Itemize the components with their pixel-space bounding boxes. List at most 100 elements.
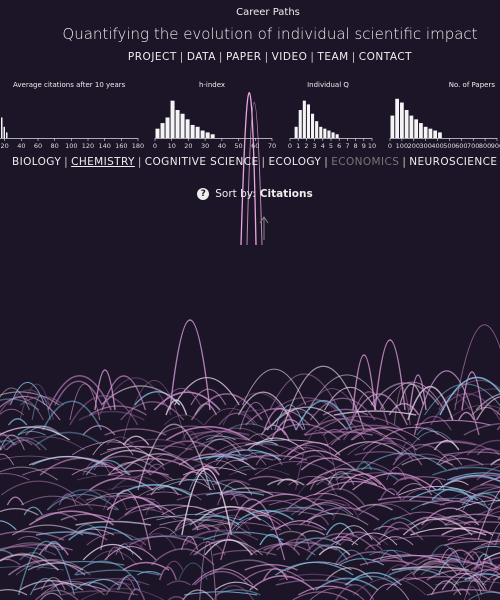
histogram-label: h-index — [199, 81, 225, 89]
arc — [477, 506, 500, 516]
arc — [27, 562, 84, 571]
discipline-nav: BIOLOGY | CHEMISTRY | COGNITIVE SCIENCE | ECOL… — [12, 156, 500, 168]
arc — [447, 531, 500, 541]
sort-value[interactable]: Citations — [259, 188, 313, 200]
nav-link[interactable]: CONTACT — [358, 51, 413, 63]
arc — [181, 468, 233, 536]
arc — [116, 576, 136, 591]
nav-link[interactable]: VIDEO — [271, 51, 308, 63]
arc — [352, 577, 427, 596]
histogram-bar — [327, 130, 331, 138]
arc — [198, 506, 261, 521]
arc — [193, 525, 211, 531]
arc — [169, 319, 211, 411]
arc — [462, 496, 490, 511]
arc — [17, 540, 75, 596]
arc — [494, 532, 500, 546]
arc — [194, 571, 250, 586]
arc — [0, 391, 60, 406]
arc — [255, 453, 283, 466]
nav-link[interactable]: PAPER — [225, 51, 262, 63]
arc — [15, 558, 91, 576]
arc — [116, 484, 191, 496]
arc — [446, 472, 500, 481]
tick-label: 0 — [153, 142, 157, 150]
nav-link[interactable]: TEAM — [317, 51, 349, 63]
arc — [391, 566, 469, 571]
tick-label: 400 — [431, 142, 443, 150]
discipline-link[interactable]: ECONOMICS — [331, 156, 400, 168]
arc — [434, 440, 460, 451]
arc — [379, 549, 403, 561]
tick-label: 2 — [304, 142, 308, 150]
arc — [267, 478, 305, 486]
arc — [195, 465, 220, 476]
tick-label: 4 — [321, 142, 325, 150]
arc — [146, 491, 182, 496]
arc — [69, 383, 101, 421]
sort-label: Sort by: — [215, 188, 256, 200]
arc — [148, 463, 166, 471]
arc — [215, 448, 267, 466]
arc — [75, 569, 160, 576]
arc — [347, 440, 415, 456]
nav-link[interactable]: PROJECT — [127, 51, 177, 63]
arc — [190, 393, 263, 421]
histogram-bar — [190, 124, 195, 138]
discipline-link[interactable]: BIOLOGY — [12, 156, 62, 168]
arc — [334, 549, 369, 566]
arc — [40, 592, 64, 600]
arc — [262, 506, 334, 516]
arc — [20, 495, 85, 506]
histogram-bar — [294, 126, 298, 138]
arc — [216, 490, 239, 506]
arc — [71, 441, 150, 456]
tick-label: 10 — [168, 142, 176, 150]
arc — [58, 493, 77, 506]
arc — [74, 581, 111, 591]
sort-row: ? Sort by: Citations — [0, 188, 500, 200]
separator: | — [64, 156, 69, 168]
arc — [28, 455, 107, 466]
arc — [438, 457, 484, 466]
arc — [411, 430, 456, 446]
histogram-bar — [423, 126, 428, 138]
arc — [46, 493, 120, 511]
histogram-bar — [438, 132, 442, 138]
discipline-link[interactable]: CHEMISTRY — [71, 156, 135, 168]
arc — [86, 532, 147, 546]
arc — [309, 397, 376, 421]
arc — [153, 391, 221, 411]
histogram-bar — [400, 102, 404, 138]
arc — [252, 510, 318, 516]
histogram-bar — [195, 126, 200, 138]
arc — [82, 544, 143, 561]
arc — [445, 537, 496, 546]
discipline-link[interactable]: COGNITIVE SCIENCE — [144, 156, 259, 168]
arc — [168, 595, 185, 600]
arc — [482, 573, 500, 586]
arc — [163, 414, 204, 426]
arc — [28, 510, 115, 526]
arc — [296, 455, 335, 466]
arc — [131, 535, 215, 541]
arc — [142, 504, 206, 511]
discipline-link[interactable]: ECOLOGY — [268, 156, 322, 168]
arc — [0, 455, 60, 461]
arc — [339, 533, 389, 546]
arc — [421, 507, 480, 526]
histogram-bar — [165, 117, 170, 138]
arc — [205, 491, 265, 496]
arc — [0, 395, 61, 421]
arc — [100, 489, 152, 551]
arc — [374, 339, 406, 411]
arc — [437, 474, 500, 491]
help-icon[interactable]: ? — [197, 188, 210, 200]
discipline-link[interactable]: NEUROSCIENCE — [409, 156, 498, 168]
arc — [182, 467, 247, 476]
nav-link[interactable]: DATA — [186, 51, 216, 63]
arc — [244, 563, 298, 571]
arc — [150, 548, 215, 566]
tick-label: 0 — [288, 142, 292, 150]
arc — [422, 441, 476, 446]
